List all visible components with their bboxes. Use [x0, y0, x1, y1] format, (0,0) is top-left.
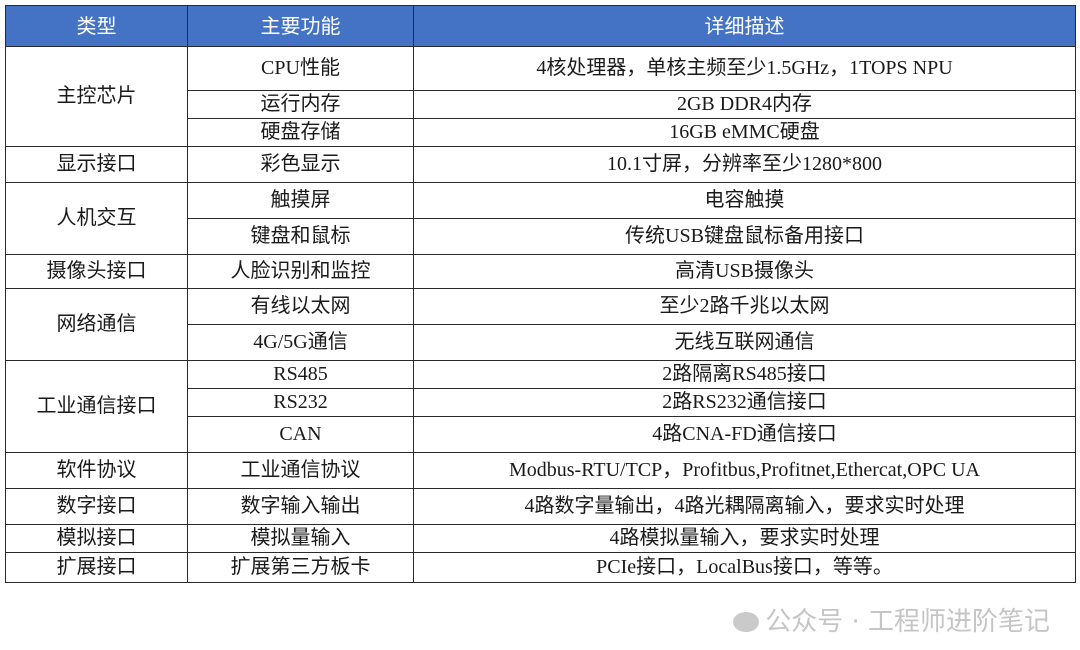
- description-cell: 传统USB键盘鼠标备用接口: [413, 218, 1076, 255]
- description-cell: PCIe接口，LocalBus接口，等等。: [413, 552, 1076, 583]
- function-cell: 有线以太网: [187, 288, 414, 325]
- type-cell: 显示接口: [5, 146, 188, 183]
- function-cell: 模拟量输入: [187, 524, 414, 553]
- function-cell: CPU性能: [187, 46, 414, 91]
- type-cell: 扩展接口: [5, 552, 188, 583]
- function-cell: 触摸屏: [187, 182, 414, 219]
- description-cell: 4路模拟量输入，要求实时处理: [413, 524, 1076, 553]
- header-row: 类型 主要功能 详细描述: [5, 5, 1076, 47]
- description-cell: 2路隔离RS485接口: [413, 360, 1076, 389]
- type-cell: 主控芯片: [5, 46, 188, 147]
- table-row: 数字接口 数字输入输出 4路数字量输出，4路光耦隔离输入，要求实时处理: [5, 488, 1076, 525]
- type-cell: 网络通信: [5, 288, 188, 361]
- spec-table: 类型 主要功能 详细描述 主控芯片 CPU性能 4核处理器，单核主频至少1.5GHz…: [5, 5, 1076, 583]
- description-cell: 4路CNA-FD通信接口: [413, 416, 1076, 453]
- table-row: 运行内存 2GB DDR4内存: [6, 90, 1076, 119]
- description-cell: 4路数字量输出，4路光耦隔离输入，要求实时处理: [413, 488, 1076, 525]
- description-cell: 高清USB摄像头: [413, 254, 1076, 289]
- description-cell: 4核处理器，单核主频至少1.5GHz，1TOPS NPU: [413, 46, 1076, 91]
- description-cell: 至少2路千兆以太网: [413, 288, 1076, 325]
- table-row: RS232 2路RS232通信接口: [6, 388, 1076, 417]
- function-cell: 硬盘存储: [187, 118, 414, 147]
- header-function: 主要功能: [187, 5, 414, 47]
- function-cell: 数字输入输出: [187, 488, 414, 525]
- function-cell: 运行内存: [187, 90, 414, 119]
- function-cell: 扩展第三方板卡: [187, 552, 414, 583]
- table-row: 模拟接口 模拟量输入 4路模拟量输入，要求实时处理: [5, 524, 1076, 553]
- table-row: 网络通信 有线以太网 至少2路千兆以太网: [5, 288, 1076, 361]
- function-cell: RS485: [187, 360, 414, 389]
- description-cell: 10.1寸屏，分辨率至少1280*800: [413, 146, 1076, 183]
- table-row: 摄像头接口 人脸识别和监控 高清USB摄像头: [5, 254, 1076, 289]
- watermark: 公众号 · 工程师进阶笔记: [733, 606, 1050, 638]
- function-cell: 工业通信协议: [187, 452, 414, 489]
- type-cell: 数字接口: [5, 488, 188, 525]
- table-row: 主控芯片 CPU性能 4核处理器，单核主频至少1.5GHz，1TOPS NPU: [5, 46, 1076, 147]
- function-cell: 键盘和鼠标: [187, 218, 414, 255]
- table-row: 软件协议 工业通信协议 Modbus-RTU/TCP，Profitbus,Profi…: [5, 452, 1076, 489]
- function-cell: RS232: [187, 388, 414, 417]
- wechat-icon: [733, 612, 760, 632]
- header-description: 详细描述: [413, 5, 1076, 47]
- type-cell: 摄像头接口: [5, 254, 188, 289]
- type-cell: 人机交互: [5, 182, 188, 255]
- watermark-text: 公众号 · 工程师进阶笔记: [765, 607, 1050, 637]
- description-cell: 16GB eMMC硬盘: [413, 118, 1076, 147]
- function-cell: 彩色显示: [187, 146, 414, 183]
- table-row: 显示接口 彩色显示 10.1寸屏，分辨率至少1280*800: [5, 146, 1076, 183]
- function-cell: 4G/5G通信: [187, 324, 414, 361]
- description-cell: 电容触摸: [413, 182, 1076, 219]
- type-cell: 模拟接口: [5, 524, 188, 553]
- header-type: 类型: [5, 5, 188, 47]
- table-row: 工业通信接口 RS485 2路隔离RS485接口: [5, 360, 1076, 453]
- function-cell: 人脸识别和监控: [187, 254, 414, 289]
- description-cell: 2GB DDR4内存: [413, 90, 1076, 119]
- table-row: CAN 4路CNA-FD通信接口: [6, 416, 1076, 453]
- table-row: 键盘和鼠标 传统USB键盘鼠标备用接口: [6, 218, 1076, 255]
- description-cell: 无线互联网通信: [413, 324, 1076, 361]
- table-row: 人机交互 触摸屏 电容触摸: [5, 182, 1076, 255]
- type-cell: 工业通信接口: [5, 360, 188, 453]
- type-cell: 软件协议: [5, 452, 188, 489]
- table-row: 4G/5G通信 无线互联网通信: [6, 324, 1076, 361]
- description-cell: 2路RS232通信接口: [413, 388, 1076, 417]
- description-cell: Modbus-RTU/TCP，Profitbus,Profitnet,Ether…: [413, 452, 1076, 489]
- table-row: 硬盘存储 16GB eMMC硬盘: [6, 118, 1076, 147]
- function-cell: CAN: [187, 416, 414, 453]
- table-row: 扩展接口 扩展第三方板卡 PCIe接口，LocalBus接口，等等。: [5, 552, 1076, 583]
